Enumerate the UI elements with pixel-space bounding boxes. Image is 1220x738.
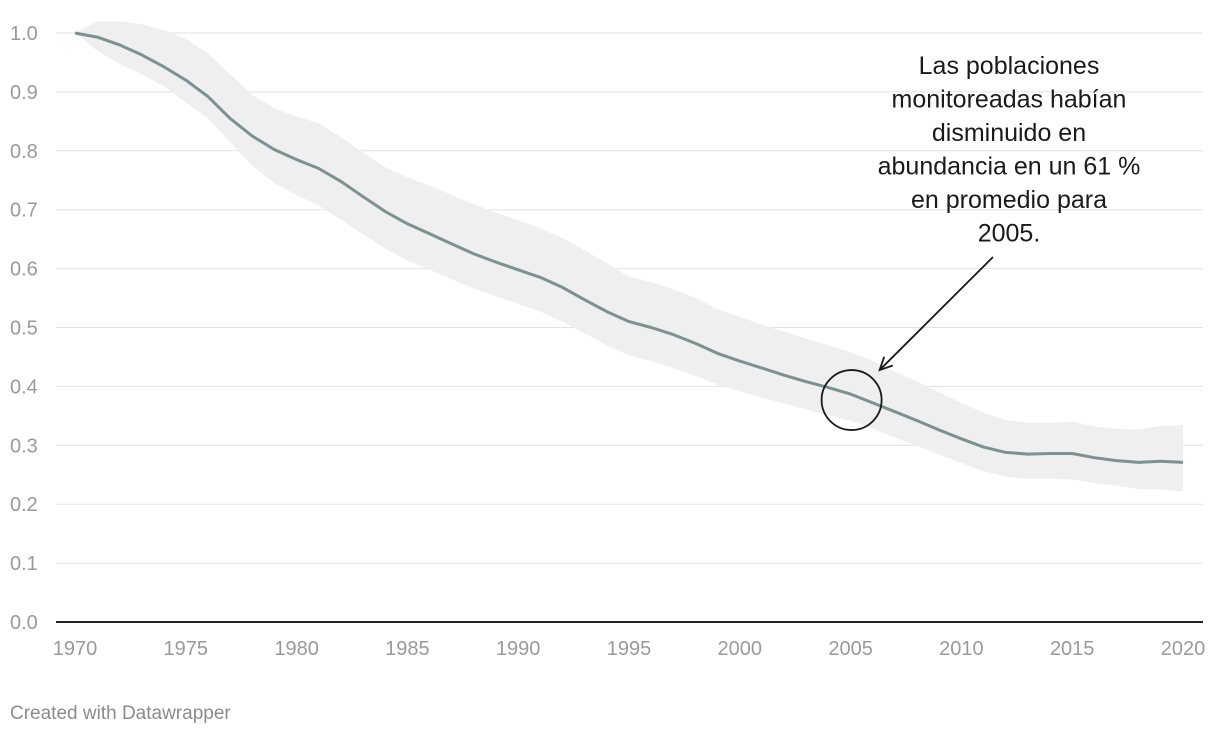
x-tick-label: 1975 [164, 638, 209, 660]
x-tick-label: 1980 [274, 638, 319, 660]
line-chart: 0.00.10.20.30.40.50.60.70.80.91.0 1970 19… [10, 21, 1206, 660]
y-tick-label: 0.4 [10, 376, 38, 398]
x-axis-ticks: 1970 1975 1980 1985 1990 1995 2000 2005 2010 2015… [53, 638, 1206, 660]
annotation-line: disminuido en [932, 119, 1086, 147]
annotation-circle [820, 369, 883, 431]
y-tick-label: 0.3 [10, 435, 38, 457]
x-tick-label: 2000 [718, 638, 763, 660]
series-line [74, 31, 1184, 464]
x-tick-label: 1995 [607, 638, 652, 660]
credit-text: Created with Datawrapper [10, 703, 231, 724]
y-tick-label: 0.7 [10, 200, 38, 222]
y-tick-label: 0.9 [10, 82, 38, 104]
x-tick-label: 2015 [1050, 638, 1095, 660]
x-tick-label: 2020 [1161, 638, 1206, 660]
y-tick-label: 0.8 [10, 141, 38, 163]
y-tick-label: 1.0 [10, 23, 38, 45]
annotation-line: monitoreadas habían [892, 86, 1127, 114]
annotation-line: Las poblaciones [919, 52, 1100, 80]
x-tick-label: 1985 [385, 638, 430, 660]
y-tick-label: 0.5 [10, 318, 38, 340]
x-tick-label: 2010 [939, 638, 984, 660]
y-axis-ticks: 0.0 0.1 0.2 0.3 0.4 0.5 0.6 0.7 0.8 0.9 1.0 [10, 23, 38, 634]
annotation-line: 2005. [978, 220, 1041, 248]
annotation-text: Las poblaciones monitoreadas habían dismin… [878, 52, 1141, 248]
x-tick-label: 1990 [496, 638, 541, 660]
annotation-line: en promedio para [911, 186, 1107, 214]
y-tick-label: 0.0 [10, 612, 38, 634]
annotation-arrow [878, 256, 994, 371]
confidence-band [75, 21, 1183, 492]
annotation: Las poblaciones monitoreadas habían dismin… [820, 52, 1141, 431]
x-tick-label: 1970 [53, 638, 98, 660]
x-tick-label: 2005 [828, 638, 873, 660]
annotation-line: abundancia en un 61 % [878, 153, 1141, 181]
y-tick-label: 0.6 [10, 259, 38, 281]
annotation-arrowhead [878, 356, 894, 372]
y-tick-label: 0.1 [10, 553, 38, 575]
y-tick-label: 0.2 [10, 494, 38, 516]
